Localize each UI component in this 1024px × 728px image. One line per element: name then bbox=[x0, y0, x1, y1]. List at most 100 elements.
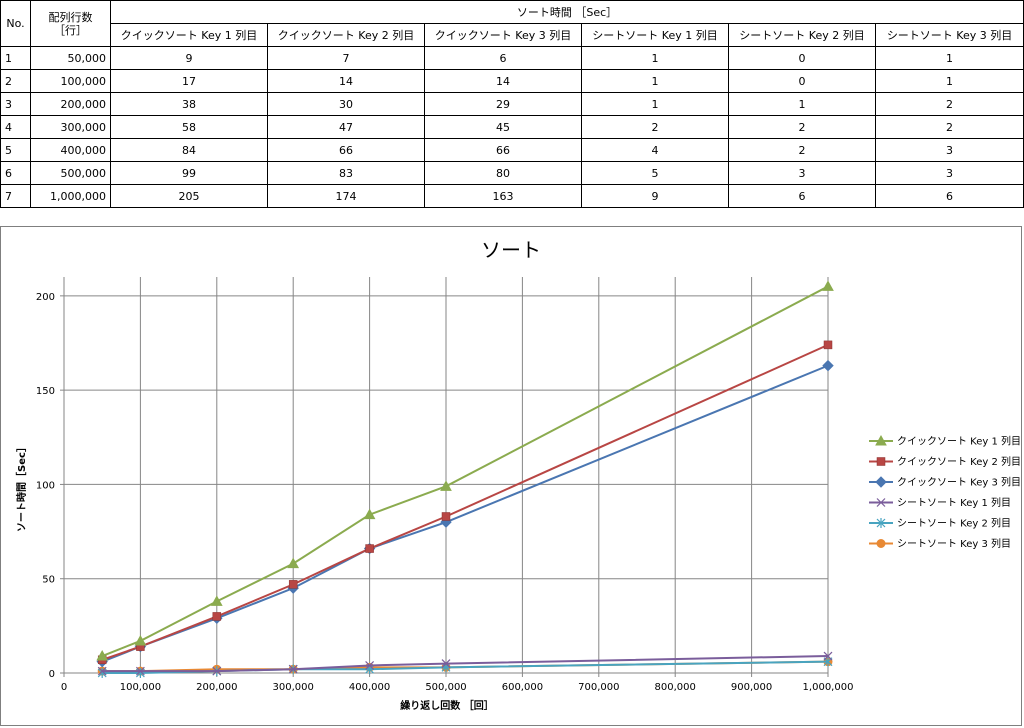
series-layer bbox=[96, 280, 834, 678]
table-row: 2 100,000 17 14 14 1 0 1 bbox=[0, 69, 1024, 93]
x-tick-label: 0 bbox=[61, 682, 67, 693]
x-marker-stroke bbox=[441, 659, 451, 668]
sort-time-cell: 6 bbox=[874, 184, 1024, 208]
legend-marker bbox=[876, 457, 886, 466]
table-body: 1 50,000 9 7 6 1 0 1 2 100,000 17 14 14 1 0 1 3 200,000 38… bbox=[0, 46, 1024, 208]
sort-time-cell: 14 bbox=[424, 69, 582, 93]
sort-time-cell: 1 bbox=[581, 69, 729, 93]
data-point bbox=[210, 595, 223, 606]
data-point bbox=[365, 544, 374, 553]
results-table: No. 配列行数 ［行］ ソート時間 ［Sec］ クイックソート Key 1 列… bbox=[0, 0, 1024, 208]
sort-time-cell: 30 bbox=[267, 92, 425, 116]
sort-time-cell: 163 bbox=[424, 184, 582, 208]
table-row: 6 500,000 99 83 80 5 3 3 bbox=[0, 161, 1024, 185]
sort-time-cell: 0 bbox=[728, 69, 876, 93]
x-marker-stroke bbox=[135, 666, 145, 676]
sort-time-cell: 1 bbox=[874, 69, 1024, 93]
header-column: シートソート Key 3 列目 bbox=[874, 23, 1024, 47]
sort-time-cell: 2 bbox=[728, 138, 876, 162]
series-4 bbox=[97, 651, 833, 676]
sort-time-cell: 1 bbox=[874, 46, 1024, 70]
array-rows-cell: 200,000 bbox=[30, 92, 111, 116]
legend-item: シートソート Key 2 列目 bbox=[869, 517, 1011, 530]
data-point bbox=[823, 651, 833, 661]
legend-marker bbox=[876, 518, 886, 528]
row-number-cell: 4 bbox=[0, 115, 31, 139]
sort-time-cell: 58 bbox=[110, 115, 268, 139]
y-tick-label: 0 bbox=[49, 669, 55, 680]
legend-item: シートソート Key 3 列目 bbox=[869, 537, 1011, 550]
array-rows-cell: 100,000 bbox=[30, 69, 111, 93]
series-2 bbox=[97, 340, 833, 665]
sort-time-cell: 29 bbox=[424, 92, 582, 116]
x-tick-label: 600,000 bbox=[502, 682, 543, 693]
legend-label: クイックソート Key 2 列目 bbox=[897, 455, 1021, 468]
sort-time-cell: 1 bbox=[728, 92, 876, 116]
grid-lines bbox=[64, 277, 829, 673]
legend-marker bbox=[876, 539, 886, 548]
data-point bbox=[212, 612, 222, 621]
x-tick-label: 400,000 bbox=[349, 682, 390, 693]
line-chart: ソート 0 100,000 200,000 300,000 400,000 500,000… bbox=[15, 238, 1021, 712]
data-point bbox=[823, 340, 833, 350]
sort-time-cell: 66 bbox=[424, 138, 582, 162]
sort-time-cell: 80 bbox=[424, 161, 582, 185]
legend-item: クイックソート Key 1 列目 bbox=[869, 435, 1021, 448]
x-marker-stroke bbox=[823, 651, 833, 661]
sort-time-cell: 3 bbox=[874, 161, 1024, 185]
sort-time-cell: 2 bbox=[874, 92, 1024, 116]
legend-label: クイックソート Key 3 列目 bbox=[897, 476, 1021, 489]
data-point bbox=[96, 649, 109, 661]
sort-time-cell: 2 bbox=[581, 115, 729, 139]
row-number-cell: 5 bbox=[0, 138, 31, 162]
row-number-cell: 1 bbox=[0, 46, 31, 70]
legend-label: クイックソート Key 1 列目 bbox=[897, 435, 1021, 448]
legend-item: クイックソート Key 3 列目 bbox=[869, 476, 1021, 489]
array-rows-cell: 400,000 bbox=[30, 138, 111, 162]
array-rows-cell: 300,000 bbox=[30, 115, 111, 139]
x-marker-stroke bbox=[365, 661, 375, 670]
x-tick-label: 700,000 bbox=[578, 682, 619, 693]
array-rows-cell: 1,000,000 bbox=[30, 184, 111, 208]
table-row: 5 400,000 84 66 66 4 2 3 bbox=[0, 138, 1024, 162]
data-point bbox=[288, 580, 298, 589]
legend-item: シートソート Key 1 列目 bbox=[869, 496, 1011, 509]
axes: 0 100,000 200,000 300,000 400,000 500,000 600,… bbox=[36, 277, 853, 693]
chart-title: ソート bbox=[481, 238, 541, 262]
legend-marker bbox=[876, 498, 886, 507]
sort-time-cell: 14 bbox=[267, 69, 425, 93]
row-number-cell: 6 bbox=[0, 161, 31, 185]
x-axis-label: 繰り返し回数 ［回］ bbox=[400, 699, 493, 712]
table-row: 3 200,000 38 30 29 1 1 2 bbox=[0, 92, 1024, 116]
sort-time-cell: 84 bbox=[110, 138, 268, 162]
sort-time-cell: 6 bbox=[424, 46, 582, 70]
y-axis-label: ソート時間［Sec］ bbox=[15, 442, 28, 532]
results-table-container: No. 配列行数 ［行］ ソート時間 ［Sec］ クイックソート Key 1 列… bbox=[0, 0, 1024, 211]
sort-time-cell: 9 bbox=[581, 184, 729, 208]
data-point bbox=[97, 666, 107, 676]
y-tick-label: 100 bbox=[36, 480, 55, 491]
sort-time-cell: 2 bbox=[728, 115, 876, 139]
sort-time-cell: 3 bbox=[728, 161, 876, 185]
series-line bbox=[101, 285, 829, 657]
x-tick-label: 100,000 bbox=[120, 682, 161, 693]
y-tick-label: 50 bbox=[42, 575, 55, 586]
data-point bbox=[822, 359, 834, 372]
table-row: 7 1,000,000 205 174 163 9 6 6 bbox=[0, 184, 1024, 208]
legend-label: シートソート Key 1 列目 bbox=[897, 496, 1011, 509]
x-marker-stroke bbox=[876, 498, 886, 507]
x-tick-label: 300,000 bbox=[273, 682, 314, 693]
sort-time-cell: 6 bbox=[728, 184, 876, 208]
data-point bbox=[363, 508, 376, 520]
row-number-cell: 3 bbox=[0, 92, 31, 116]
data-point bbox=[365, 661, 375, 670]
data-point bbox=[134, 634, 147, 646]
table-row: 4 300,000 58 47 45 2 2 2 bbox=[0, 115, 1024, 139]
data-point bbox=[440, 480, 452, 491]
series-5 bbox=[97, 656, 833, 678]
x-tick-label: 500,000 bbox=[425, 682, 466, 693]
sort-time-cell: 45 bbox=[424, 115, 582, 139]
header-column: クイックソート Key 3 列目 bbox=[424, 23, 582, 47]
header-column: シートソート Key 2 列目 bbox=[728, 23, 876, 47]
series-1 bbox=[96, 280, 834, 661]
